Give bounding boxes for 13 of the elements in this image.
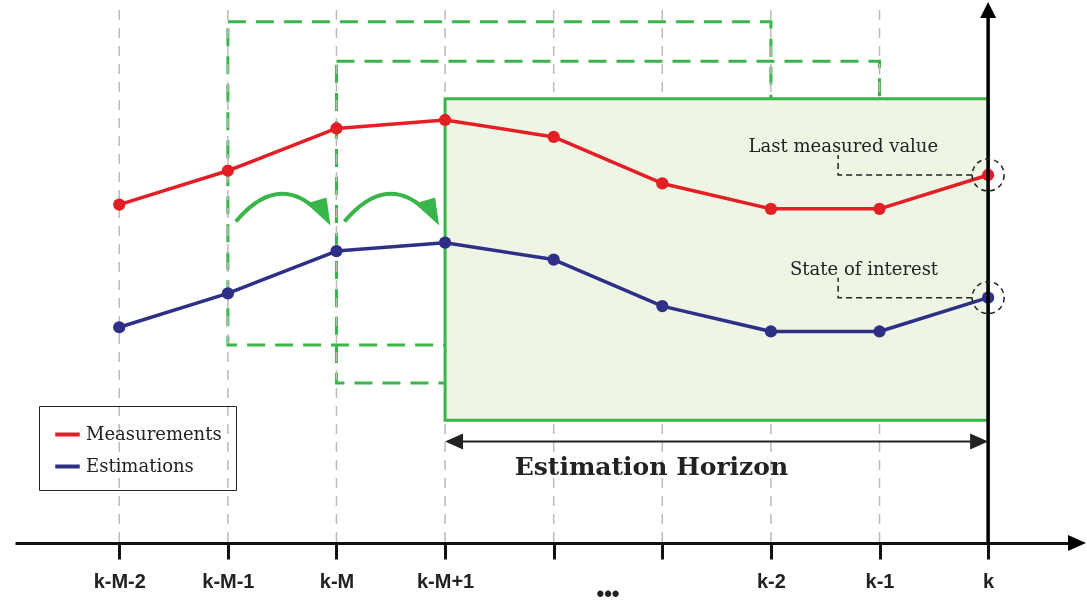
x-tick-label: k-M-2 [93, 569, 146, 592]
text: ••• [596, 580, 620, 606]
legend-label: Estimations [86, 454, 194, 476]
legend-label: Measurements [86, 422, 222, 444]
annotation: Last measured value [748, 134, 939, 156]
x-tick-label: k-1 [865, 569, 895, 592]
x-tick-label: k-M+1 [416, 569, 475, 592]
annotation: State of interest [790, 257, 939, 279]
x-tick-label: k-M-1 [202, 569, 255, 592]
x-tick-label: k-M [319, 569, 355, 592]
x-tick-label: k [983, 569, 996, 592]
band-label: Estimation Horizon [514, 451, 789, 481]
x-tick-label: k-2 [756, 569, 786, 592]
